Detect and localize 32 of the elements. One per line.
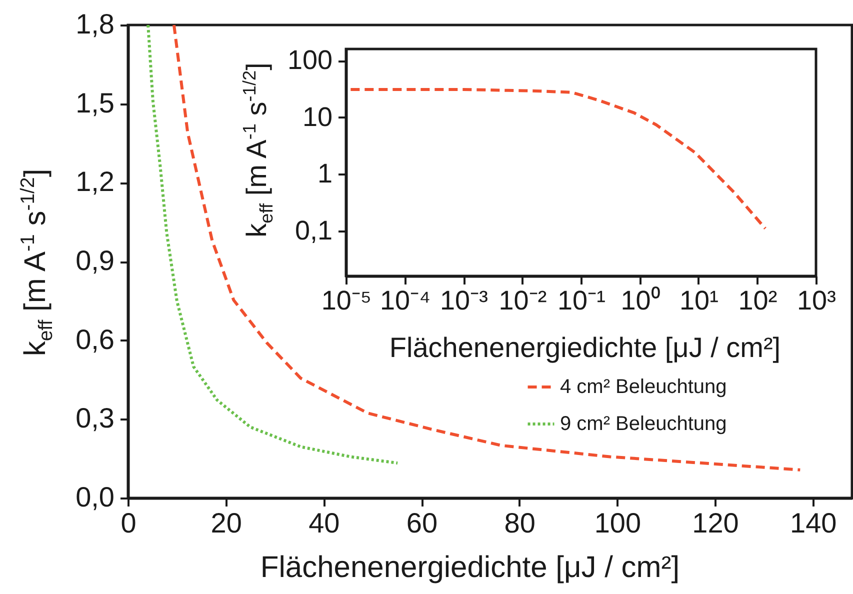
y-tick-label: 1,8 <box>76 8 114 40</box>
x-tick-label: 10⁻⁴ <box>380 286 431 316</box>
y-tick-label: 0,6 <box>76 324 114 355</box>
x-tick-label: 60 <box>406 508 438 538</box>
legend-label: 4 cm² Beleuchtung <box>560 376 727 398</box>
x-tick-label: 10¹ <box>679 286 719 316</box>
x-tick-label: 40 <box>308 508 340 538</box>
y-tick-label: 0,9 <box>76 245 114 276</box>
x-axis-title: Flächenenergiedichte [μJ / cm²] <box>260 551 680 585</box>
x-tick-label: 10⁻¹ <box>557 286 606 316</box>
legend-label: 9 cm² Beleuchtung <box>560 413 727 435</box>
x-tick-label: 10⁻⁵ <box>321 286 372 316</box>
y-tick-label: 1 <box>317 158 332 189</box>
x-tick-label: 20 <box>210 508 242 538</box>
y-tick-label: 100 <box>287 45 332 76</box>
y-tick-label: 0,3 <box>76 402 114 434</box>
y-tick-label: 1,5 <box>76 87 114 118</box>
x-tick-label: 10⁰ <box>620 286 660 316</box>
x-tick-label: 0 <box>120 508 136 538</box>
x-tick-label: 100 <box>594 508 642 538</box>
x-tick-label: 120 <box>692 508 739 538</box>
x-axis-title: Flächenenergiedichte [μJ / cm²] <box>389 332 781 364</box>
x-tick-label: 80 <box>504 508 536 538</box>
x-tick-label: 10⁻³ <box>440 286 488 316</box>
y-tick-label: 0,1 <box>294 215 332 246</box>
y-tick-label: 0,0 <box>76 482 114 512</box>
x-tick-label: 140 <box>790 508 837 538</box>
x-tick-label: 10² <box>738 286 778 316</box>
x-tick-label: 10⁻² <box>498 286 547 316</box>
x-tick-label: 10³ <box>796 286 836 316</box>
y-tick-label: 10 <box>302 102 332 132</box>
y-tick-label: 1,2 <box>76 166 114 198</box>
